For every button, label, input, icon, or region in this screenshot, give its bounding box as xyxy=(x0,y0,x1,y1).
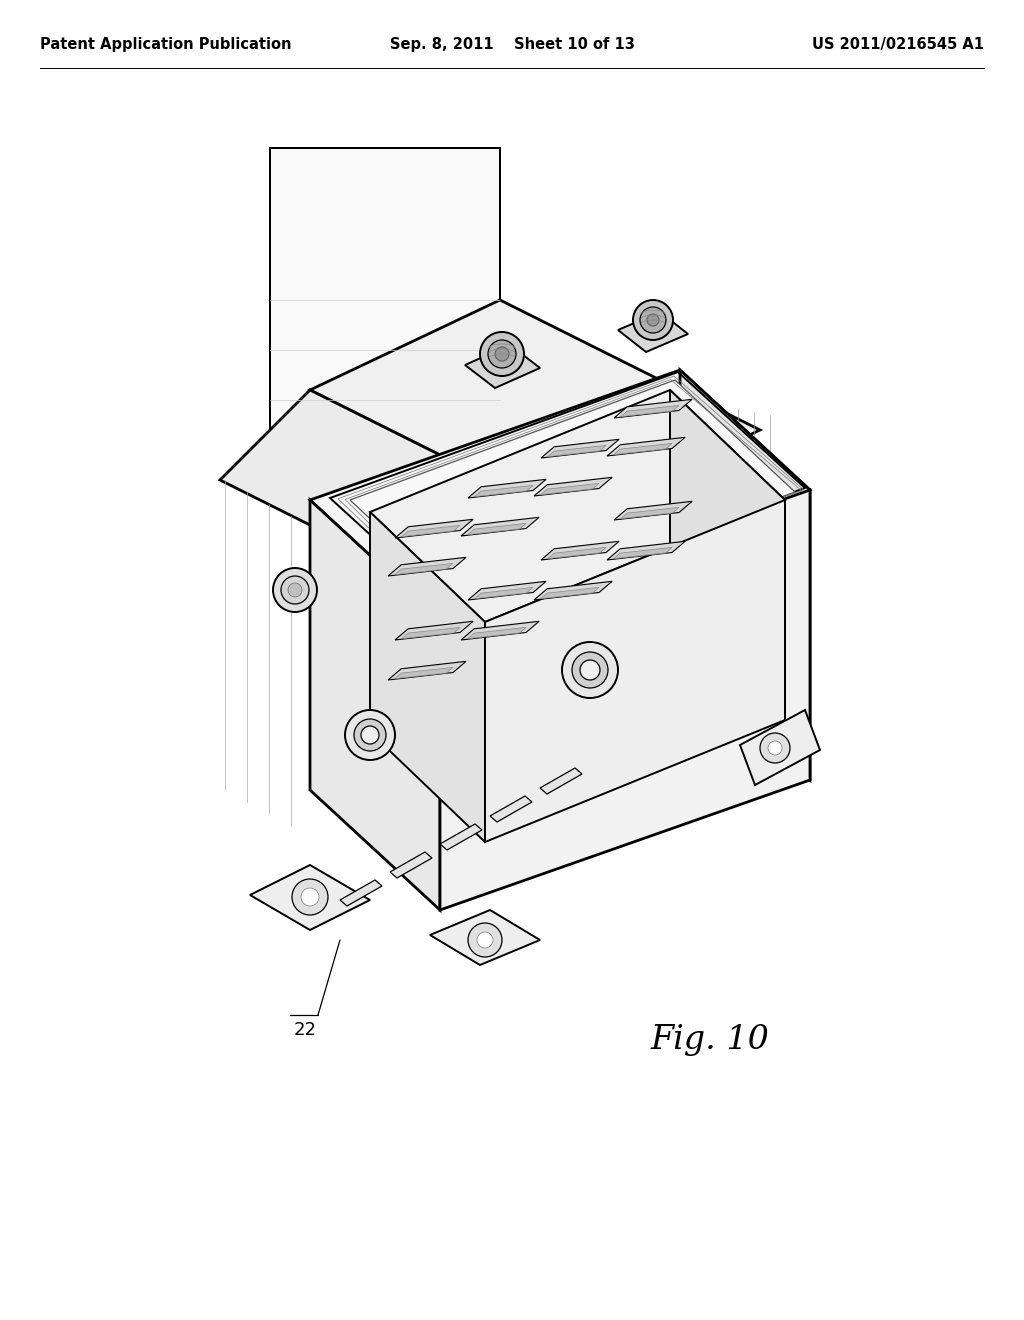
Circle shape xyxy=(480,333,524,376)
Polygon shape xyxy=(468,479,546,498)
Polygon shape xyxy=(430,909,540,965)
Polygon shape xyxy=(607,437,685,455)
Polygon shape xyxy=(548,445,606,457)
Polygon shape xyxy=(541,440,620,458)
Polygon shape xyxy=(440,490,810,909)
Polygon shape xyxy=(485,500,785,842)
Polygon shape xyxy=(621,405,679,417)
Polygon shape xyxy=(534,581,612,601)
Circle shape xyxy=(292,879,328,915)
Polygon shape xyxy=(465,345,540,388)
Circle shape xyxy=(760,733,790,763)
Polygon shape xyxy=(614,502,692,520)
Text: 22: 22 xyxy=(294,1020,316,1039)
Polygon shape xyxy=(388,661,466,680)
Polygon shape xyxy=(680,370,810,780)
Polygon shape xyxy=(461,622,540,640)
Polygon shape xyxy=(340,880,382,906)
Polygon shape xyxy=(670,389,785,719)
Polygon shape xyxy=(490,796,532,822)
Polygon shape xyxy=(534,478,612,496)
Polygon shape xyxy=(270,148,500,430)
Polygon shape xyxy=(394,564,453,574)
Polygon shape xyxy=(474,587,534,599)
Circle shape xyxy=(647,314,659,326)
Polygon shape xyxy=(541,541,620,560)
Polygon shape xyxy=(395,519,473,539)
Polygon shape xyxy=(388,557,466,576)
Text: US 2011/0216545 A1: US 2011/0216545 A1 xyxy=(812,37,984,51)
Circle shape xyxy=(488,341,516,368)
Circle shape xyxy=(495,347,509,360)
Text: Fig. 10: Fig. 10 xyxy=(650,1024,769,1056)
Polygon shape xyxy=(250,865,370,931)
Polygon shape xyxy=(468,627,526,639)
Circle shape xyxy=(468,923,502,957)
Circle shape xyxy=(477,932,493,948)
Polygon shape xyxy=(541,483,599,495)
Circle shape xyxy=(633,300,673,341)
Polygon shape xyxy=(370,389,785,622)
Polygon shape xyxy=(440,824,482,850)
Polygon shape xyxy=(468,524,526,535)
Circle shape xyxy=(354,719,386,751)
Text: Patent Application Publication: Patent Application Publication xyxy=(40,37,292,51)
Polygon shape xyxy=(310,500,440,909)
Circle shape xyxy=(580,660,600,680)
Polygon shape xyxy=(394,668,453,678)
Circle shape xyxy=(273,568,317,612)
Circle shape xyxy=(562,642,618,698)
Polygon shape xyxy=(613,548,672,558)
Polygon shape xyxy=(310,370,810,620)
Polygon shape xyxy=(370,512,485,842)
Polygon shape xyxy=(390,851,432,878)
Polygon shape xyxy=(613,444,672,455)
Circle shape xyxy=(281,576,309,605)
Circle shape xyxy=(301,888,319,906)
Text: Sep. 8, 2011    Sheet 10 of 13: Sep. 8, 2011 Sheet 10 of 13 xyxy=(389,37,635,51)
Polygon shape xyxy=(310,300,760,520)
Circle shape xyxy=(768,741,782,755)
Polygon shape xyxy=(401,627,460,639)
Polygon shape xyxy=(540,768,582,795)
Polygon shape xyxy=(607,541,685,560)
Polygon shape xyxy=(548,548,606,558)
Circle shape xyxy=(572,652,608,688)
Circle shape xyxy=(288,583,302,597)
Circle shape xyxy=(640,308,666,333)
Circle shape xyxy=(345,710,395,760)
Polygon shape xyxy=(474,486,534,496)
Polygon shape xyxy=(621,507,679,519)
Polygon shape xyxy=(350,380,795,612)
Polygon shape xyxy=(618,312,688,352)
Polygon shape xyxy=(401,525,460,537)
Circle shape xyxy=(361,726,379,744)
Polygon shape xyxy=(395,622,473,640)
Polygon shape xyxy=(541,587,599,599)
Polygon shape xyxy=(614,399,692,418)
Polygon shape xyxy=(461,517,540,536)
Polygon shape xyxy=(220,389,570,610)
Polygon shape xyxy=(740,710,820,785)
Polygon shape xyxy=(468,581,546,601)
